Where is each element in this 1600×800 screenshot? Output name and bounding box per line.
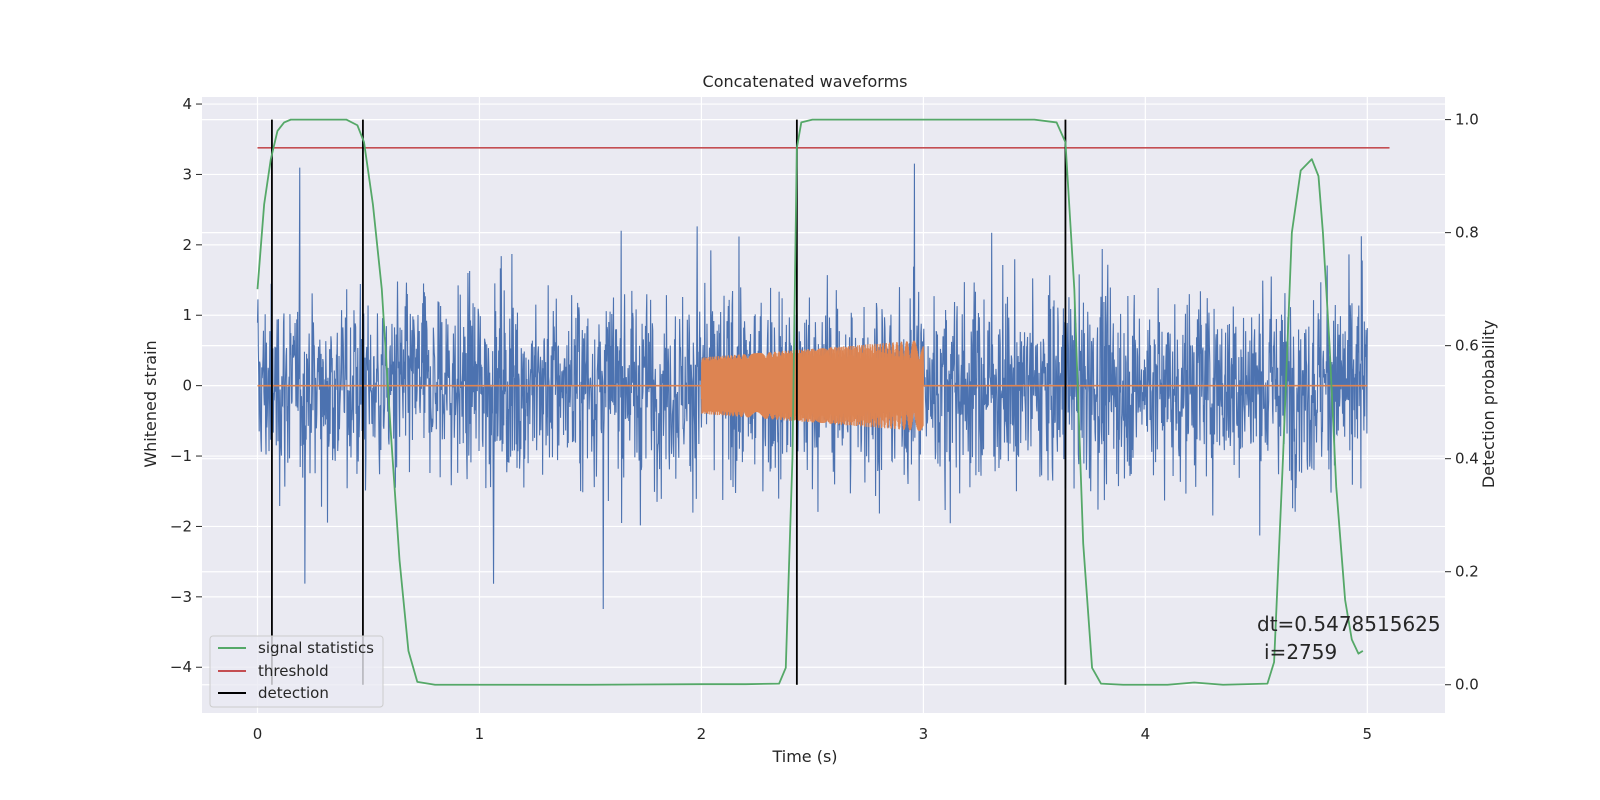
y-tick-label-right: 0.0 <box>1455 676 1479 694</box>
template-series <box>257 340 1368 432</box>
y-tick-label-left: 4 <box>182 95 192 113</box>
y-tick-label-left: −2 <box>170 517 192 535</box>
legend-label-threshold: threshold <box>258 662 329 680</box>
x-axis-label: Time (s) <box>771 747 837 766</box>
y-tick-label-right: 0.8 <box>1455 224 1479 242</box>
strain-line <box>256 163 1368 610</box>
x-tick-label: 3 <box>919 725 929 743</box>
x-tick-label: 2 <box>697 725 707 743</box>
x-tick-label: 4 <box>1141 725 1151 743</box>
y-tick-label-right: 0.2 <box>1455 563 1479 581</box>
signal-statistics-line <box>256 118 1364 686</box>
annotation-dt: dt=0.5478515625 <box>1257 612 1441 636</box>
x-tick-label: 1 <box>475 725 485 743</box>
template-chirp <box>700 340 924 432</box>
y-tick-label-left: −4 <box>170 658 192 676</box>
annotation-i: i=2759 <box>1264 640 1337 664</box>
y-axis-label-left: Whitened strain <box>141 340 160 467</box>
plot-area <box>256 118 1390 686</box>
detection-series <box>271 119 1067 685</box>
y-tick-label-left: −3 <box>170 588 192 606</box>
y-tick-label-left: −1 <box>170 447 192 465</box>
signal-statistics-series <box>256 118 1364 686</box>
y-axis-label-right: Detection probability <box>1479 320 1498 488</box>
y-tick-label-right: 0.4 <box>1455 450 1479 468</box>
y-tick-label-left: 3 <box>182 165 192 183</box>
legend-label-signal-statistics: signal statistics <box>258 639 374 657</box>
axis-ticks: 0 1 2 3 4 5 4 3 2 1 0 −1 −2 −3 −4 1.0 0.8 0.6 0.4 0.2 0.0 <box>170 95 1479 743</box>
legend: signal statistics threshold detection <box>209 635 384 708</box>
legend-box <box>209 635 384 708</box>
strain-series <box>256 163 1368 610</box>
y-tick-label-left: 1 <box>182 306 192 324</box>
y-tick-label-left: 2 <box>182 236 192 254</box>
x-tick-label: 5 <box>1363 725 1373 743</box>
y-tick-label-left: 0 <box>182 377 192 395</box>
x-tick-label: 0 <box>253 725 263 743</box>
legend-label-detection: detection <box>258 684 329 702</box>
y-tick-label-right: 1.0 <box>1455 111 1479 129</box>
chart-title: Concatenated waveforms <box>703 72 908 91</box>
y-tick-label-right: 0.6 <box>1455 337 1479 355</box>
